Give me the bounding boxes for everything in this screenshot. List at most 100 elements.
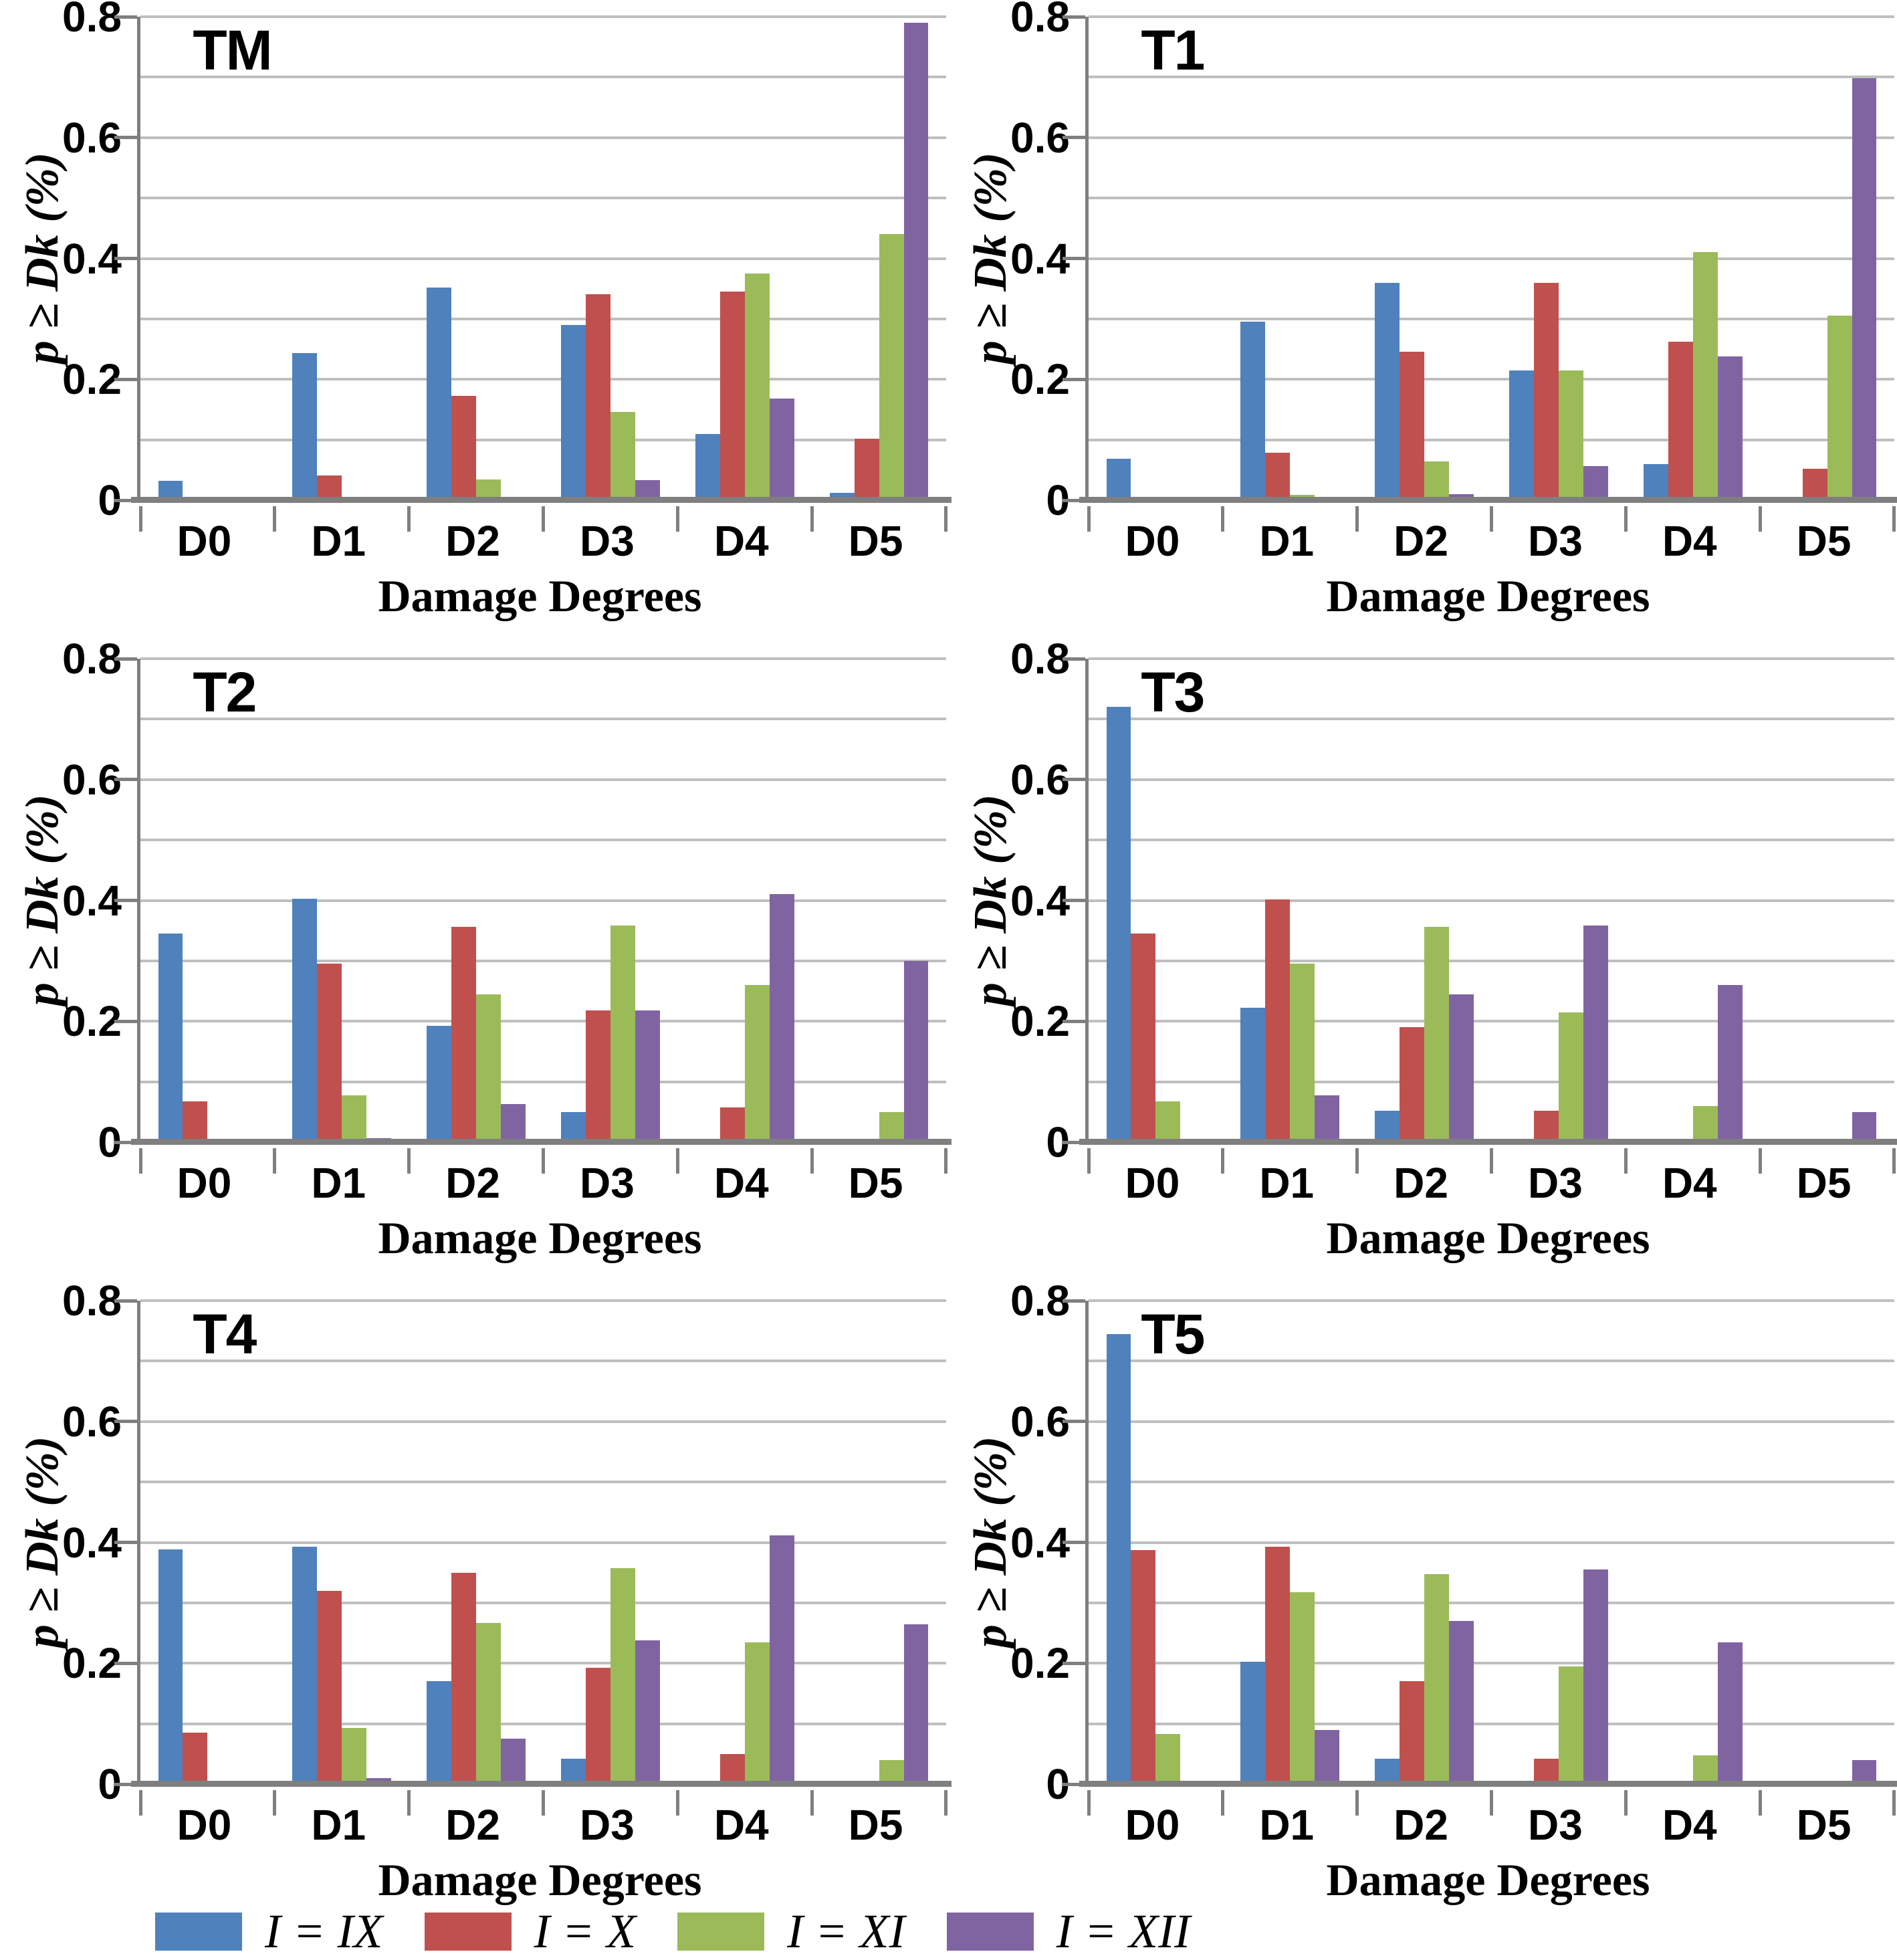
- y-axis-tick: [114, 1140, 137, 1144]
- x-tick-labels: D0 D1 D2 D3 D4 D5: [137, 1800, 943, 1850]
- y-axis-tick: [1063, 1541, 1085, 1544]
- gridline: [1089, 438, 1894, 441]
- bar-t3-d1-x: [1265, 899, 1291, 1142]
- bar-group-d0: [140, 17, 275, 500]
- bar-group-d4: [1626, 17, 1760, 500]
- bar-t5-d3-x: [1533, 1759, 1559, 1784]
- bar-t1-d5-xi: [1827, 316, 1852, 500]
- bar-t1-d3-xii: [1583, 465, 1608, 500]
- x-tick-labels: D0 D1 D2 D3 D4 D5: [1085, 1158, 1891, 1208]
- bar-t5-d1-ix: [1240, 1661, 1266, 1784]
- bar-tm-d3-x: [585, 294, 610, 500]
- bar-t5-d2-ix: [1375, 1759, 1400, 1784]
- bar-t3-d5-xii: [1852, 1111, 1877, 1142]
- gridline: [140, 317, 946, 320]
- gridline: [1089, 839, 1894, 842]
- chart-t4: p ≥ Dk (%) 0 0.2 0.4 0.6 0.8 T4 D0 D1 D2 D3 D4 D5 Dam…: [0, 1279, 952, 1906]
- bar-group-d5: [1760, 17, 1894, 500]
- x-axis-tick: [1490, 1790, 1493, 1816]
- bar-t4-d2-xii: [501, 1739, 526, 1784]
- bar-group-d5: [1760, 659, 1894, 1142]
- bar-group-d3: [544, 17, 678, 500]
- y-tick-label: 0.2: [62, 355, 122, 404]
- bar-t1-d4-ix: [1643, 463, 1668, 500]
- bar-group-d4: [1626, 659, 1760, 1142]
- gridline: [140, 378, 946, 381]
- x-axis-tick: [1758, 506, 1762, 532]
- bar-group-d4: [677, 659, 812, 1142]
- x-axis-tick: [810, 506, 814, 532]
- bar-group-d4: [677, 1301, 812, 1784]
- gridline: [140, 1080, 946, 1083]
- y-axis-tick: [114, 1541, 137, 1544]
- x-axis-line: [1079, 497, 1897, 503]
- y-axis-tick: [1063, 1140, 1085, 1144]
- gridline: [1089, 76, 1894, 79]
- bar-t1-d1-x: [1265, 452, 1291, 500]
- y-axis-tick: [1063, 899, 1085, 902]
- bar-t2-d2-xii: [501, 1104, 526, 1142]
- gridline: [140, 718, 946, 721]
- x-axis-tick: [138, 1790, 142, 1816]
- bar-group-d1: [275, 659, 409, 1142]
- gridline: [1089, 378, 1894, 381]
- x-axis-tick: [138, 506, 142, 532]
- bar-tm-d3-ix: [561, 324, 586, 500]
- x-tick-label-d4: D4: [713, 517, 769, 565]
- bar-t2-d1-xi: [342, 1095, 367, 1142]
- x-axis-tick: [542, 1148, 545, 1174]
- bar-group-d1: [275, 17, 409, 500]
- bar-group-d0: [140, 1301, 275, 1784]
- gridline: [1089, 1722, 1894, 1725]
- bar-t1-d2-x: [1400, 351, 1425, 500]
- y-axis-tick: [1063, 377, 1085, 381]
- bar-t2-d2-ix: [427, 1026, 452, 1142]
- x-axis-title: Damage Degrees: [378, 570, 702, 621]
- y-axis-tick: [1063, 1299, 1085, 1303]
- x-tick-label-d1: D1: [1259, 1801, 1315, 1849]
- gridline: [140, 1020, 946, 1023]
- gridline: [140, 15, 946, 18]
- y-tick-label: 0.2: [1010, 1639, 1070, 1688]
- x-axis-line: [131, 1139, 952, 1145]
- gridline: [140, 136, 946, 139]
- x-tick-label-d4: D4: [713, 1801, 769, 1849]
- bar-t5-d1-xii: [1315, 1729, 1340, 1784]
- bar-t1-d3-ix: [1509, 370, 1534, 500]
- x-tick-label-d3: D3: [1527, 517, 1583, 565]
- bar-t4-d3-ix: [561, 1759, 586, 1784]
- bar-t4-d4-x: [719, 1753, 745, 1784]
- chart-title-label: T5: [1141, 1303, 1205, 1366]
- bar-t4-d4-xi: [744, 1642, 770, 1784]
- y-tick-label: 0.4: [62, 1518, 122, 1567]
- y-tick-label: 0.2: [62, 997, 122, 1046]
- y-axis-tick: [114, 1019, 137, 1023]
- gridline: [140, 1541, 946, 1544]
- x-axis-tick: [1355, 1148, 1359, 1174]
- legend-swatch-xii: [946, 1912, 1034, 1951]
- y-tick-label: 0.6: [62, 755, 122, 804]
- chart-title-label: T3: [1141, 661, 1205, 724]
- x-axis-line: [131, 497, 952, 503]
- y-axis-tick: [114, 15, 137, 19]
- gridline: [140, 657, 946, 660]
- plot-area: T4: [114, 1299, 952, 1816]
- bar-t3-d0-xi: [1155, 1101, 1181, 1142]
- x-axis-tick: [675, 1790, 679, 1816]
- x-axis-tick: [407, 1148, 411, 1174]
- x-axis-tick: [1758, 1790, 1762, 1816]
- bar-group-d2: [1357, 1301, 1492, 1784]
- bar-t2-d5-xii: [903, 960, 929, 1142]
- bar-tm-d1-x: [317, 475, 342, 500]
- bar-t2-d3-xii: [635, 1010, 660, 1142]
- plot-area: TM: [114, 15, 952, 532]
- bar-t3-d1-xii: [1315, 1095, 1340, 1142]
- x-tick-labels: D0 D1 D2 D3 D4 D5: [1085, 516, 1891, 566]
- y-tick-labels: 0 0.2 0.4 0.6 0.8: [0, 637, 122, 1164]
- bar-t3-d1-ix: [1240, 1008, 1266, 1142]
- x-tick-label-d0: D0: [1125, 517, 1180, 565]
- bar-t3-d1-xi: [1290, 964, 1315, 1142]
- y-tick-label: 0.6: [1010, 755, 1070, 804]
- gridline: [140, 1601, 946, 1604]
- y-tick-label: 0.8: [1010, 0, 1070, 41]
